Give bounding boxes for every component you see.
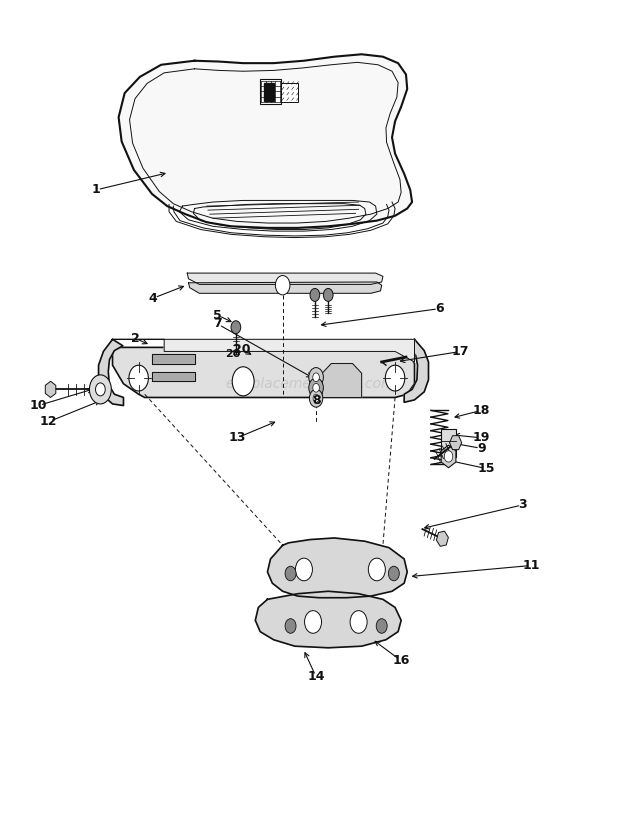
Polygon shape — [152, 372, 195, 382]
Text: 13: 13 — [228, 431, 246, 444]
Polygon shape — [402, 339, 428, 402]
Text: 1: 1 — [92, 184, 100, 196]
Circle shape — [376, 619, 387, 634]
Circle shape — [89, 375, 112, 404]
Circle shape — [309, 368, 324, 387]
Polygon shape — [267, 538, 407, 597]
Circle shape — [285, 619, 296, 634]
Text: 20: 20 — [233, 343, 250, 355]
Text: 3: 3 — [518, 499, 527, 512]
Polygon shape — [99, 339, 123, 405]
Circle shape — [295, 558, 312, 581]
FancyBboxPatch shape — [281, 82, 298, 102]
Circle shape — [313, 383, 319, 392]
Circle shape — [275, 275, 290, 295]
Polygon shape — [112, 344, 415, 397]
Text: 12: 12 — [40, 415, 58, 428]
Polygon shape — [188, 282, 382, 293]
Circle shape — [232, 367, 254, 396]
Polygon shape — [450, 436, 462, 450]
Polygon shape — [264, 83, 273, 101]
Polygon shape — [45, 382, 56, 397]
FancyBboxPatch shape — [260, 79, 281, 104]
Circle shape — [310, 288, 320, 302]
Polygon shape — [187, 273, 383, 284]
Circle shape — [309, 390, 323, 407]
Circle shape — [386, 365, 405, 391]
Circle shape — [350, 611, 367, 634]
Text: 10: 10 — [30, 399, 47, 412]
Circle shape — [304, 611, 322, 634]
Text: 5: 5 — [213, 309, 222, 321]
Text: 7: 7 — [213, 317, 222, 330]
Circle shape — [285, 566, 296, 581]
Circle shape — [388, 566, 399, 581]
Text: 15: 15 — [477, 462, 495, 475]
Circle shape — [129, 365, 148, 391]
Text: 18: 18 — [472, 404, 490, 417]
Polygon shape — [112, 339, 415, 362]
Circle shape — [231, 321, 241, 334]
Circle shape — [313, 373, 319, 382]
Text: 2: 2 — [131, 332, 140, 345]
Text: 17: 17 — [452, 345, 469, 358]
Text: 14: 14 — [308, 671, 325, 683]
Text: eReplacementParts.com: eReplacementParts.com — [225, 377, 395, 391]
Polygon shape — [436, 531, 448, 546]
Circle shape — [324, 288, 333, 302]
Text: 4: 4 — [149, 292, 157, 305]
Text: 8: 8 — [312, 394, 321, 407]
Polygon shape — [118, 54, 412, 228]
Circle shape — [368, 558, 386, 581]
Polygon shape — [441, 445, 456, 468]
Circle shape — [309, 378, 324, 397]
Text: 11: 11 — [523, 559, 541, 572]
Circle shape — [95, 383, 105, 396]
Circle shape — [313, 394, 319, 402]
Circle shape — [445, 451, 453, 462]
Polygon shape — [152, 353, 195, 363]
Text: 9: 9 — [477, 442, 485, 455]
Text: 6: 6 — [435, 302, 444, 315]
Polygon shape — [255, 592, 401, 648]
Text: 16: 16 — [392, 654, 410, 667]
Polygon shape — [322, 363, 361, 397]
Text: 19: 19 — [472, 431, 490, 444]
FancyBboxPatch shape — [441, 429, 456, 457]
Text: 20: 20 — [225, 349, 240, 359]
